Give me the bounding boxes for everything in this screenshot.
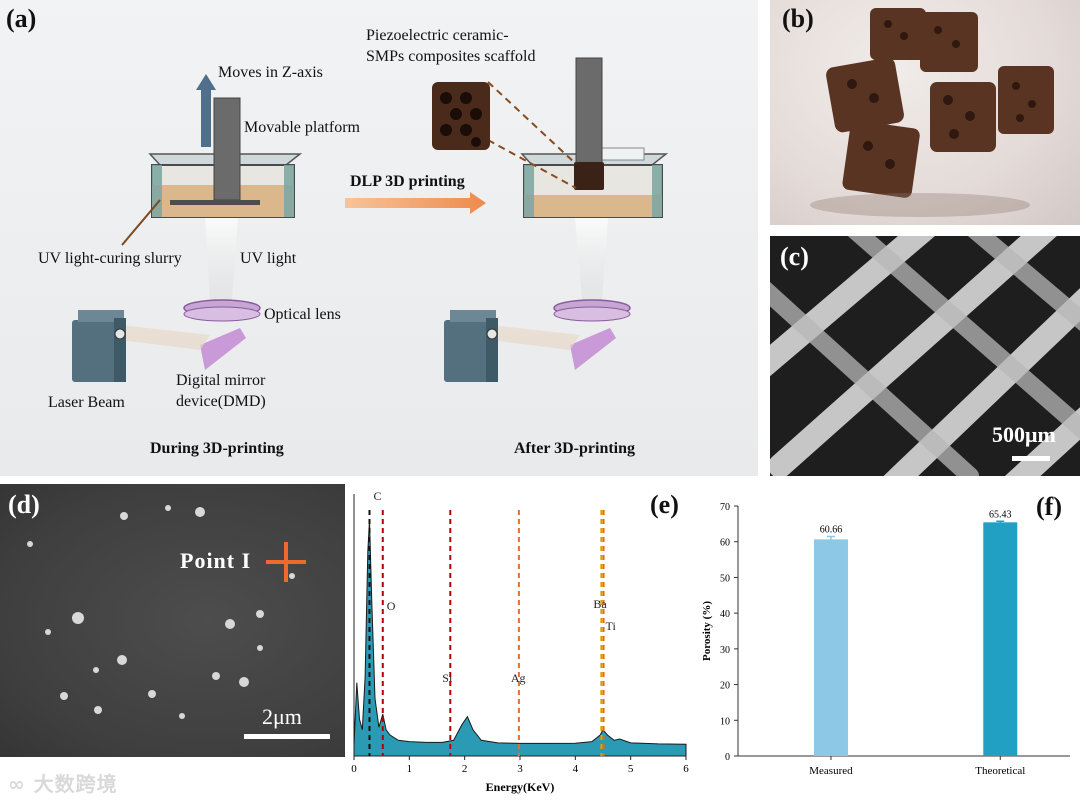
element-marker-label: Si [442, 671, 453, 685]
y-tick-label: 30 [720, 645, 730, 656]
porosity-bar-svg: 0 10 20 30 40 50 60 70 Porosity (%) 60.66 Measured… [701, 502, 1070, 777]
y-axis-title: Porosity (%) [701, 601, 713, 661]
dlp-schematic-drawing [72, 57, 669, 382]
x-tick-label: 3 [517, 763, 523, 775]
eds-spectrum-svg: C O Si Ag Ba Ti 0 1 2 3 4 5 6 Energy(KeV) [351, 489, 689, 794]
scaffold-label-line1: Piezoelectric ceramic- [366, 27, 509, 44]
panel-a-label: (a) [6, 4, 37, 33]
bar-value-label: 65.43 [989, 509, 1012, 520]
eds-spectrum-area [353, 520, 687, 757]
y-tick-label: 60 [720, 538, 730, 549]
y-tick-label: 20 [720, 681, 730, 692]
dlp-printing-label: DLP 3D printing [350, 173, 465, 190]
scaffold-photo-drawing [810, 8, 1054, 217]
element-marker-label: Ti [606, 619, 617, 633]
optical-lens-label: Optical lens [264, 306, 341, 323]
panel-d-label: (d) [8, 490, 40, 519]
panel-d-sem: (d) Point I 2μm [0, 484, 345, 757]
porosity-bar [813, 539, 848, 756]
porosity-bar [983, 522, 1018, 756]
dmd-label-line2: device(DMD) [176, 393, 266, 410]
z-axis-arrow [196, 74, 216, 147]
panel-b-label: (b) [782, 4, 814, 33]
right-apparatus [432, 57, 669, 382]
y-tick-label: 0 [725, 752, 730, 763]
watermark-logo: ∞ 大数跨境 [8, 772, 118, 796]
point-i-label: Point I [180, 548, 252, 573]
panel-b-photo: (b) [770, 0, 1080, 225]
panel-d-scale-label: 2μm [262, 704, 302, 729]
panel-c-label: (c) [780, 242, 809, 271]
x-tick-label: 4 [573, 763, 579, 775]
after-printing-label: After 3D-printing [514, 440, 636, 457]
scaffold-closeup [432, 82, 490, 150]
x-axis-title: Energy(KeV) [486, 780, 555, 794]
panel-e-label: (e) [650, 490, 679, 519]
scaffold-label-line2: SMPs composites scaffold [366, 48, 536, 65]
sem-lattice-drawing [770, 236, 1080, 476]
panel-f-bar-chart: 0 10 20 30 40 50 60 70 Porosity (%) 60.66 Measured… [694, 486, 1080, 786]
uv-light-label: UV light [240, 250, 297, 267]
dmd-label-line1: Digital mirror [176, 372, 266, 389]
uv-slurry-label: UV light-curing slurry [38, 250, 182, 267]
panel-c-scale-label: 500μm [992, 422, 1056, 447]
laser-beam-label: Laser Beam [48, 394, 125, 411]
y-tick-label: 10 [720, 716, 730, 727]
x-tick-label: 5 [628, 763, 634, 775]
element-marker-label: O [387, 599, 396, 613]
panel-c-scale-bar [1012, 456, 1050, 461]
movable-platform-label: Movable platform [244, 119, 360, 136]
panel-c-sem: (c) 500μm [770, 236, 1080, 476]
during-printing-label: During 3D-printing [150, 440, 284, 457]
panel-f-label: (f) [1036, 492, 1062, 521]
y-tick-label: 70 [720, 502, 730, 513]
x-tick-label: 1 [407, 763, 413, 775]
x-tick-label: Theoretical [975, 765, 1025, 777]
element-marker-label: C [373, 489, 381, 503]
y-tick-label: 40 [720, 609, 730, 620]
y-tick-label: 50 [720, 573, 730, 584]
dlp-process-arrow [345, 192, 486, 214]
bar-value-label: 60.66 [820, 525, 843, 536]
panel-e-eds-chart: C O Si Ag Ba Ti 0 1 2 3 4 5 6 Energy(KeV) (e) [348, 486, 694, 800]
left-apparatus [72, 74, 303, 382]
element-marker-label: Ba [593, 597, 607, 611]
element-marker-label: Ag [511, 671, 526, 685]
panel-a-schematic: (a) Moves in Z-axis Movable platform Pie… [0, 0, 758, 476]
x-tick-label: 6 [683, 763, 689, 775]
panel-d-scale-bar [244, 734, 330, 739]
x-tick-label: 2 [462, 763, 468, 775]
moves-z-axis-label: Moves in Z-axis [218, 64, 323, 81]
x-tick-label: 0 [351, 763, 357, 775]
x-tick-label: Measured [809, 765, 853, 777]
sem-particles-drawing [27, 505, 306, 719]
